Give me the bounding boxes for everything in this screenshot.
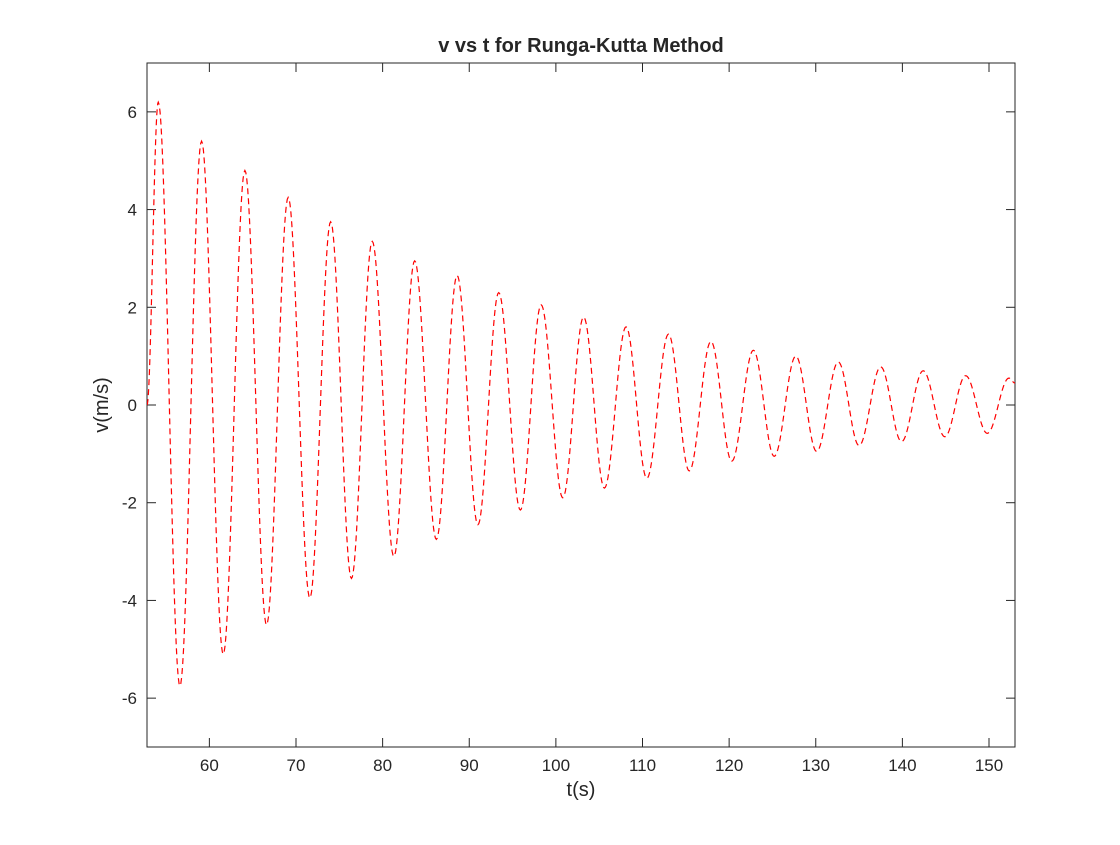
y-tick-label: 2 (128, 298, 137, 317)
y-tick-label: -2 (122, 494, 137, 513)
x-tick-label: 90 (460, 756, 479, 775)
x-tick-label: 140 (888, 756, 916, 775)
x-tick-label: 120 (715, 756, 743, 775)
y-tick-label: -6 (122, 689, 137, 708)
y-tick-label: 0 (128, 396, 137, 415)
x-axis-label: t(s) (567, 779, 596, 801)
x-tick-label: 70 (287, 756, 306, 775)
x-tick-label: 60 (200, 756, 219, 775)
tick-layer: 60 70 80 90 100 110 120 130 140 150 -6 -4 -2 0 2 4 6 (122, 63, 1015, 775)
x-tick-label: 100 (542, 756, 570, 775)
x-tick-label: 110 (629, 756, 656, 775)
chart-title: v vs t for Runga-Kutta Method (438, 35, 724, 57)
y-tick-label: 4 (128, 201, 137, 220)
y-axis-label: v(m/s) (91, 377, 113, 433)
velocity-series-line (147, 100, 1015, 688)
x-tick-label: 80 (373, 756, 392, 775)
y-tick-label: -4 (122, 591, 137, 610)
x-tick-label: 150 (975, 756, 1003, 775)
x-tick-label: 130 (802, 756, 830, 775)
y-tick-label: 6 (128, 103, 137, 122)
series-layer (147, 100, 1015, 688)
plot-area (146, 62, 1016, 748)
